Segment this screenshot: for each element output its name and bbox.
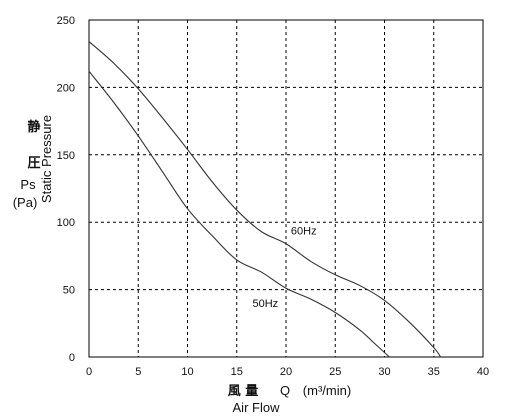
- x-axis-label: 風 量 Q (m³/min) Air Flow: [228, 383, 351, 415]
- y-tick-label: 50: [63, 285, 75, 297]
- x-axis-unit: (m³/min): [303, 383, 351, 398]
- y-axis-label: 静 圧 Ps (Pa) Static Pressure: [13, 115, 54, 210]
- y-axis-cjk-top: 静: [27, 119, 40, 135]
- plot-frame: [88, 19, 484, 358]
- x-axis-cjk: 風 量: [228, 384, 259, 399]
- y-axis-unit: (Pa): [13, 195, 38, 210]
- grid: [89, 20, 483, 357]
- x-tick-label: 5: [135, 366, 141, 378]
- y-tick-label: 0: [69, 352, 75, 364]
- x-tick-label: 25: [329, 366, 341, 378]
- x-tick-label: 30: [378, 366, 390, 378]
- series-layer: 60Hz 50Hz: [88, 41, 442, 358]
- x-tick-label: 20: [280, 366, 292, 378]
- x-tick-label: 0: [86, 366, 92, 378]
- y-axis-english: Static Pressure: [39, 115, 54, 203]
- series-line-50hz: [88, 70, 390, 358]
- y-tick-label: 250: [57, 15, 75, 27]
- x-axis-symbol: Q: [280, 383, 290, 398]
- series-label-50hz: 50Hz: [253, 298, 279, 310]
- series-line-60hz: [88, 41, 442, 358]
- x-tick-label: 10: [181, 366, 193, 378]
- x-tick-label: 15: [231, 366, 243, 378]
- y-tick-label: 150: [57, 150, 75, 162]
- y-tick-label: 100: [57, 217, 75, 229]
- x-axis-english: Air Flow: [233, 400, 281, 415]
- x-tick-label: 35: [428, 366, 440, 378]
- series-label-60hz: 60Hz: [291, 225, 317, 237]
- y-tick-label: 200: [57, 82, 75, 94]
- y-axis-symbol: Ps: [20, 177, 36, 192]
- tick-labels: 0 5 10 15 20 25 30 35 40 0 50 100 150 200 250: [57, 15, 489, 378]
- x-tick-label: 40: [477, 366, 489, 378]
- y-axis-cjk-bottom: 圧: [27, 156, 40, 171]
